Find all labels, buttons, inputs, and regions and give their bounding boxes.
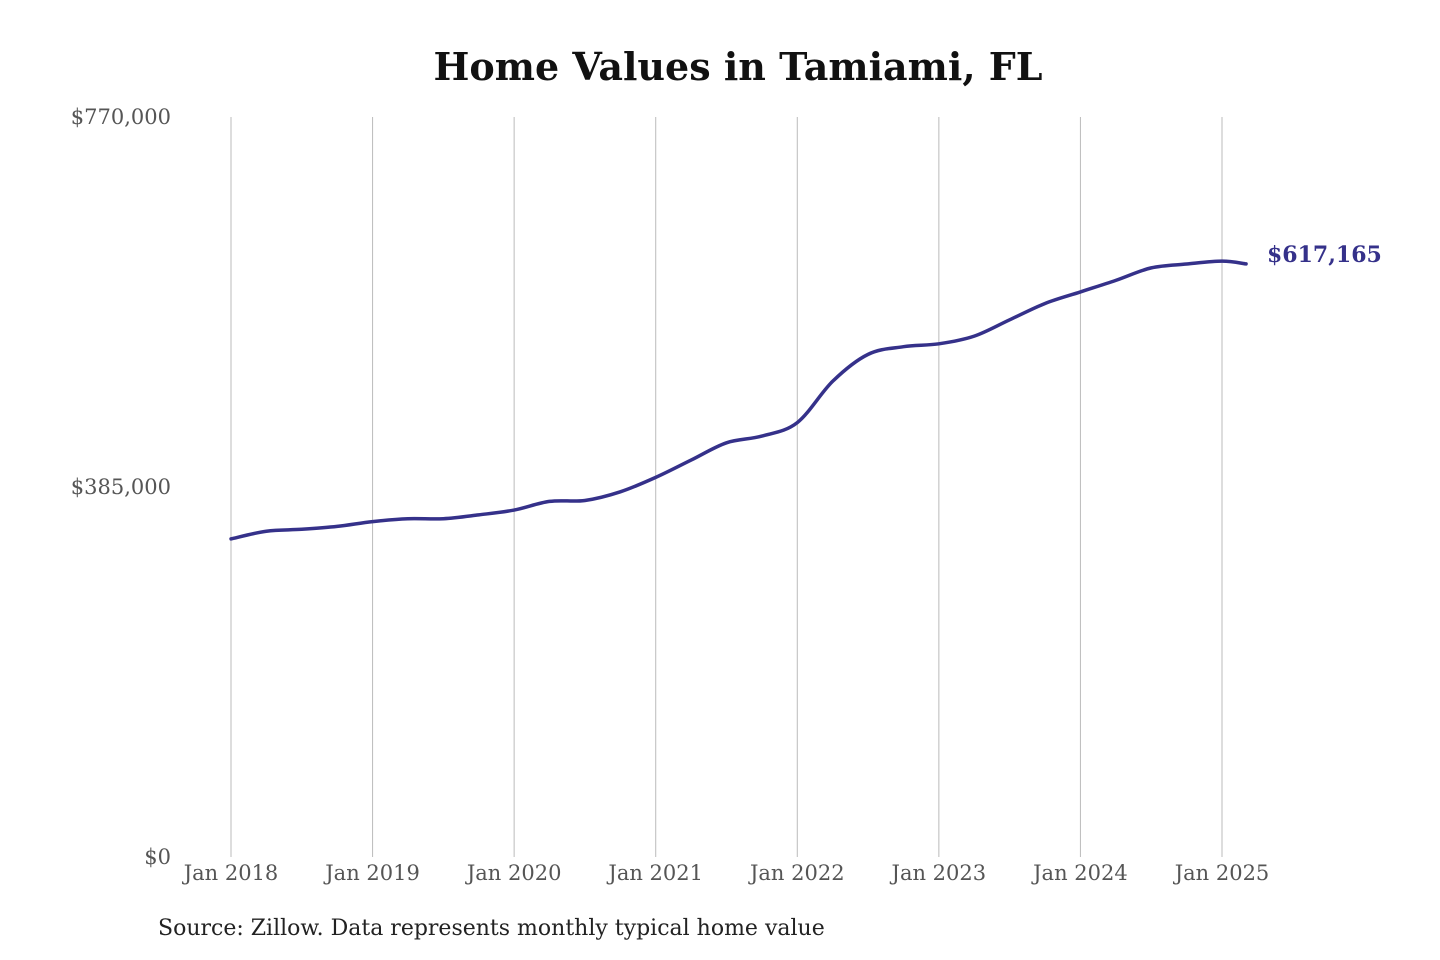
x-tick-label: Jan 2024 [1031, 861, 1128, 885]
end-value-label: $617,165 [1267, 242, 1382, 268]
chart-title: Home Values in Tamiami, FL [433, 44, 1043, 89]
y-tick-label: $770,000 [71, 105, 171, 129]
x-tick-label: Jan 2021 [606, 861, 703, 885]
x-tick-label: Jan 2023 [890, 861, 987, 885]
x-tick-label: Jan 2019 [323, 861, 420, 885]
x-tick-label: Jan 2022 [748, 861, 845, 885]
x-tick-label: Jan 2018 [182, 861, 279, 885]
y-tick-label: $0 [144, 845, 171, 869]
x-tick-label: Jan 2025 [1173, 861, 1270, 885]
source-note: Source: Zillow. Data represents monthly … [158, 916, 825, 941]
y-tick-label: $385,000 [71, 475, 171, 499]
x-tick-label: Jan 2020 [465, 861, 562, 885]
series-line [229, 259, 1248, 541]
